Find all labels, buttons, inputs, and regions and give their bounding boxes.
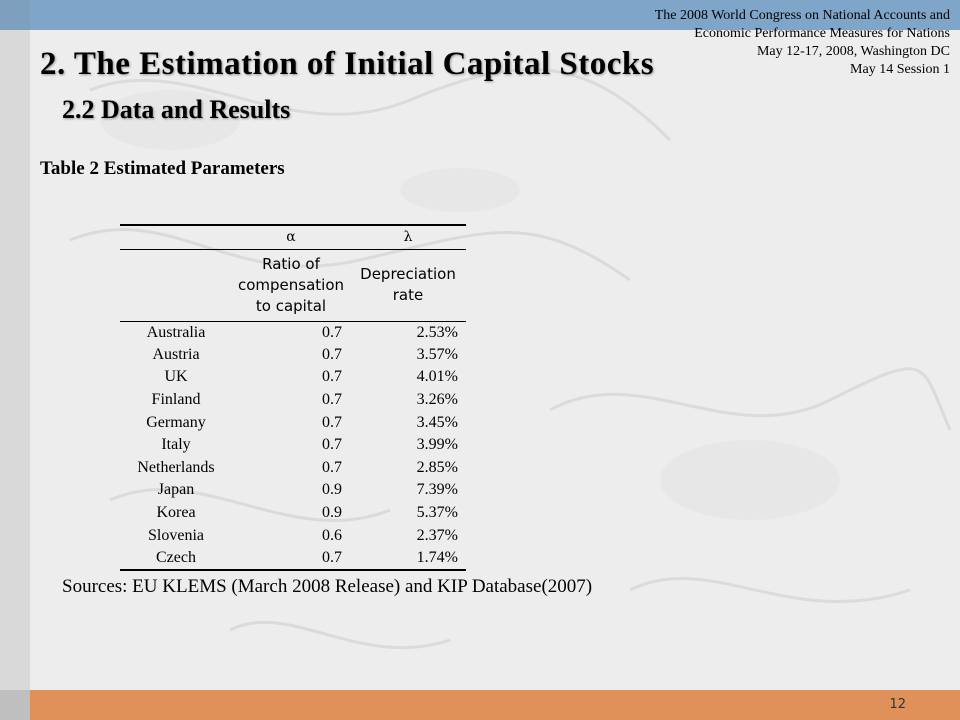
- ratio-cell: 0.7: [322, 548, 342, 566]
- slide-title: 2. The Estimation of Initial Capital Sto…: [40, 46, 655, 82]
- symbol-header-row: α λ: [120, 225, 466, 249]
- country-cell: Netherlands: [137, 458, 215, 476]
- parameters-table: α λ Ratio of compensation to capital Dep…: [120, 224, 466, 571]
- rate-cell: 5.37%: [416, 504, 458, 522]
- slide-subtitle: 2.2 Data and Results: [62, 95, 291, 124]
- top-corner-block: [0, 0, 30, 30]
- conference-info: The 2008 World Congress on National Acco…: [630, 7, 950, 79]
- page-number: 12: [889, 697, 906, 712]
- depreciation-header: Depreciation rate: [360, 265, 456, 304]
- rate-cell: 3.57%: [416, 345, 458, 363]
- rate-cell: 4.01%: [416, 368, 458, 386]
- left-margin-strip: [0, 0, 30, 720]
- conference-line: The 2008 World Congress on National Acco…: [654, 8, 950, 23]
- ratio-cell: 0.7: [322, 436, 342, 454]
- alpha-symbol: α: [286, 229, 296, 246]
- country-cell: Korea: [156, 504, 196, 522]
- conference-line: Economic Performance Measures for Nation…: [694, 26, 950, 41]
- country-cell: UK: [164, 368, 188, 386]
- conference-line: May 14 Session 1: [850, 62, 950, 77]
- country-cell: Australia: [146, 323, 206, 341]
- table-row: Italy 0.7 3.99%: [120, 434, 466, 457]
- table-row: Australia 0.7 2.53%: [120, 321, 466, 344]
- table-row: Austria 0.7 3.57%: [120, 344, 466, 367]
- symbol-cell: [120, 225, 232, 249]
- ratio-cell: 0.7: [322, 413, 342, 431]
- rate-cell: 3.26%: [416, 391, 458, 409]
- rate-cell: 1.74%: [416, 548, 458, 566]
- ratio-cell: 0.9: [322, 504, 342, 522]
- lambda-symbol: λ: [403, 229, 413, 246]
- table-caption: Table 2 Estimated Parameters: [40, 158, 285, 179]
- table-row: Netherlands 0.7 2.85%: [120, 457, 466, 480]
- table-row: UK 0.7 4.01%: [120, 366, 466, 389]
- ratio-cell: 0.7: [322, 458, 342, 476]
- rate-cell: 2.53%: [416, 323, 458, 341]
- table-row: Japan 0.9 7.39%: [120, 479, 466, 502]
- bottom-corner-block: [0, 690, 30, 720]
- ratio-cell: 0.7: [322, 323, 342, 341]
- ratio-cell: 0.7: [322, 345, 342, 363]
- ratio-header: Ratio of compensation to capital: [237, 254, 345, 315]
- description-header-row: Ratio of compensation to capital Depreci…: [120, 249, 466, 321]
- rate-cell: 2.85%: [416, 458, 458, 476]
- country-cell: Austria: [152, 345, 200, 363]
- top-banner: [30, 0, 960, 30]
- bottom-banner: [30, 690, 960, 720]
- conference-line: May 12-17, 2008, Washington DC: [756, 44, 950, 59]
- country-cell: Germany: [146, 413, 206, 431]
- table-row: Finland 0.7 3.26%: [120, 389, 466, 412]
- country-cell: Japan: [157, 481, 195, 499]
- country-cell: Slovenia: [148, 526, 204, 544]
- rate-cell: 2.37%: [416, 526, 458, 544]
- description-cell: [120, 249, 232, 321]
- rate-cell: 3.99%: [416, 436, 458, 454]
- table-row: Germany 0.7 3.45%: [120, 411, 466, 434]
- background-map-texture: [69, 67, 952, 650]
- table-body: Australia 0.7 2.53% Austria 0.7 3.57% UK…: [120, 321, 466, 570]
- table-row: Czech 0.7 1.74%: [120, 547, 466, 570]
- country-cell: Czech: [156, 548, 196, 566]
- table-row: Slovenia 0.6 2.37%: [120, 524, 466, 547]
- ratio-cell: 0.6: [322, 526, 342, 544]
- ratio-cell: 0.9: [322, 481, 342, 499]
- country-cell: Finland: [151, 391, 201, 409]
- rate-cell: 3.45%: [416, 413, 458, 431]
- sources-note: Sources: EU KLEMS (March 2008 Release) a…: [62, 576, 593, 597]
- ratio-cell: 0.7: [322, 391, 342, 409]
- table-row: Korea 0.9 5.37%: [120, 502, 466, 525]
- rate-cell: 7.39%: [416, 481, 458, 499]
- ratio-cell: 0.7: [322, 368, 342, 386]
- country-cell: Italy: [161, 436, 191, 454]
